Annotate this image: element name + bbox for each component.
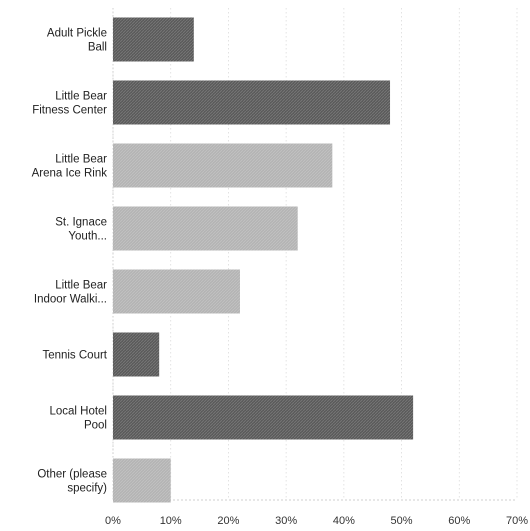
bar-texture [113,458,171,503]
x-tick-label: 70% [506,515,528,527]
category-label: Little Bear Arena Ice Rink [32,154,108,180]
category-label-line: Little Bear [55,154,107,166]
bar-texture [113,332,160,377]
category-label-line: Local Hotel [49,406,107,418]
x-tick-label: 30% [275,515,297,527]
x-tick-label: 10% [160,515,182,527]
category-label: St. Ignace Youth... [55,217,107,243]
category-labels: Adult Pickle Ball Little Bear Fitness Cente… [32,28,108,495]
bar-texture [113,395,414,440]
category-label: Little Bear Indoor Walki... [34,280,107,306]
x-tick-label: 50% [391,515,413,527]
category-label-line: specify) [67,483,107,495]
category-label: Adult Pickle Ball [47,28,107,54]
category-label: Tennis Court [42,350,107,362]
category-label-line: Arena Ice Rink [32,168,108,180]
category-label-line: Indoor Walki... [34,294,107,306]
x-tick-label: 40% [333,515,355,527]
bar-texture [113,80,391,125]
bar-texture [113,206,298,251]
x-tick-label: 60% [448,515,470,527]
category-label: Other (please specify) [37,469,107,495]
bar-texture [113,143,333,188]
bar-texture [113,269,240,314]
x-tick-label: 20% [217,515,239,527]
category-label-line: Tennis Court [42,350,107,362]
category-label-line: Adult Pickle [47,28,107,40]
category-label-line: Youth... [68,231,107,243]
x-axis-ticks: 0% 10% 20% 30% 40% 50% 60% 70% [105,515,528,527]
category-label-line: Pool [84,420,107,432]
x-tick-label: 0% [105,515,121,527]
category-label-line: Fitness Center [32,105,107,117]
category-label-line: Ball [88,42,107,54]
category-label-line: Little Bear [55,280,107,292]
category-label-line: Little Bear [55,91,107,103]
category-label-line: St. Ignace [55,217,107,229]
bars [113,17,414,503]
category-label: Local Hotel Pool [49,406,107,432]
category-label: Little Bear Fitness Center [32,91,107,117]
bar-texture [113,17,194,62]
category-label-line: Other (please [37,469,107,481]
